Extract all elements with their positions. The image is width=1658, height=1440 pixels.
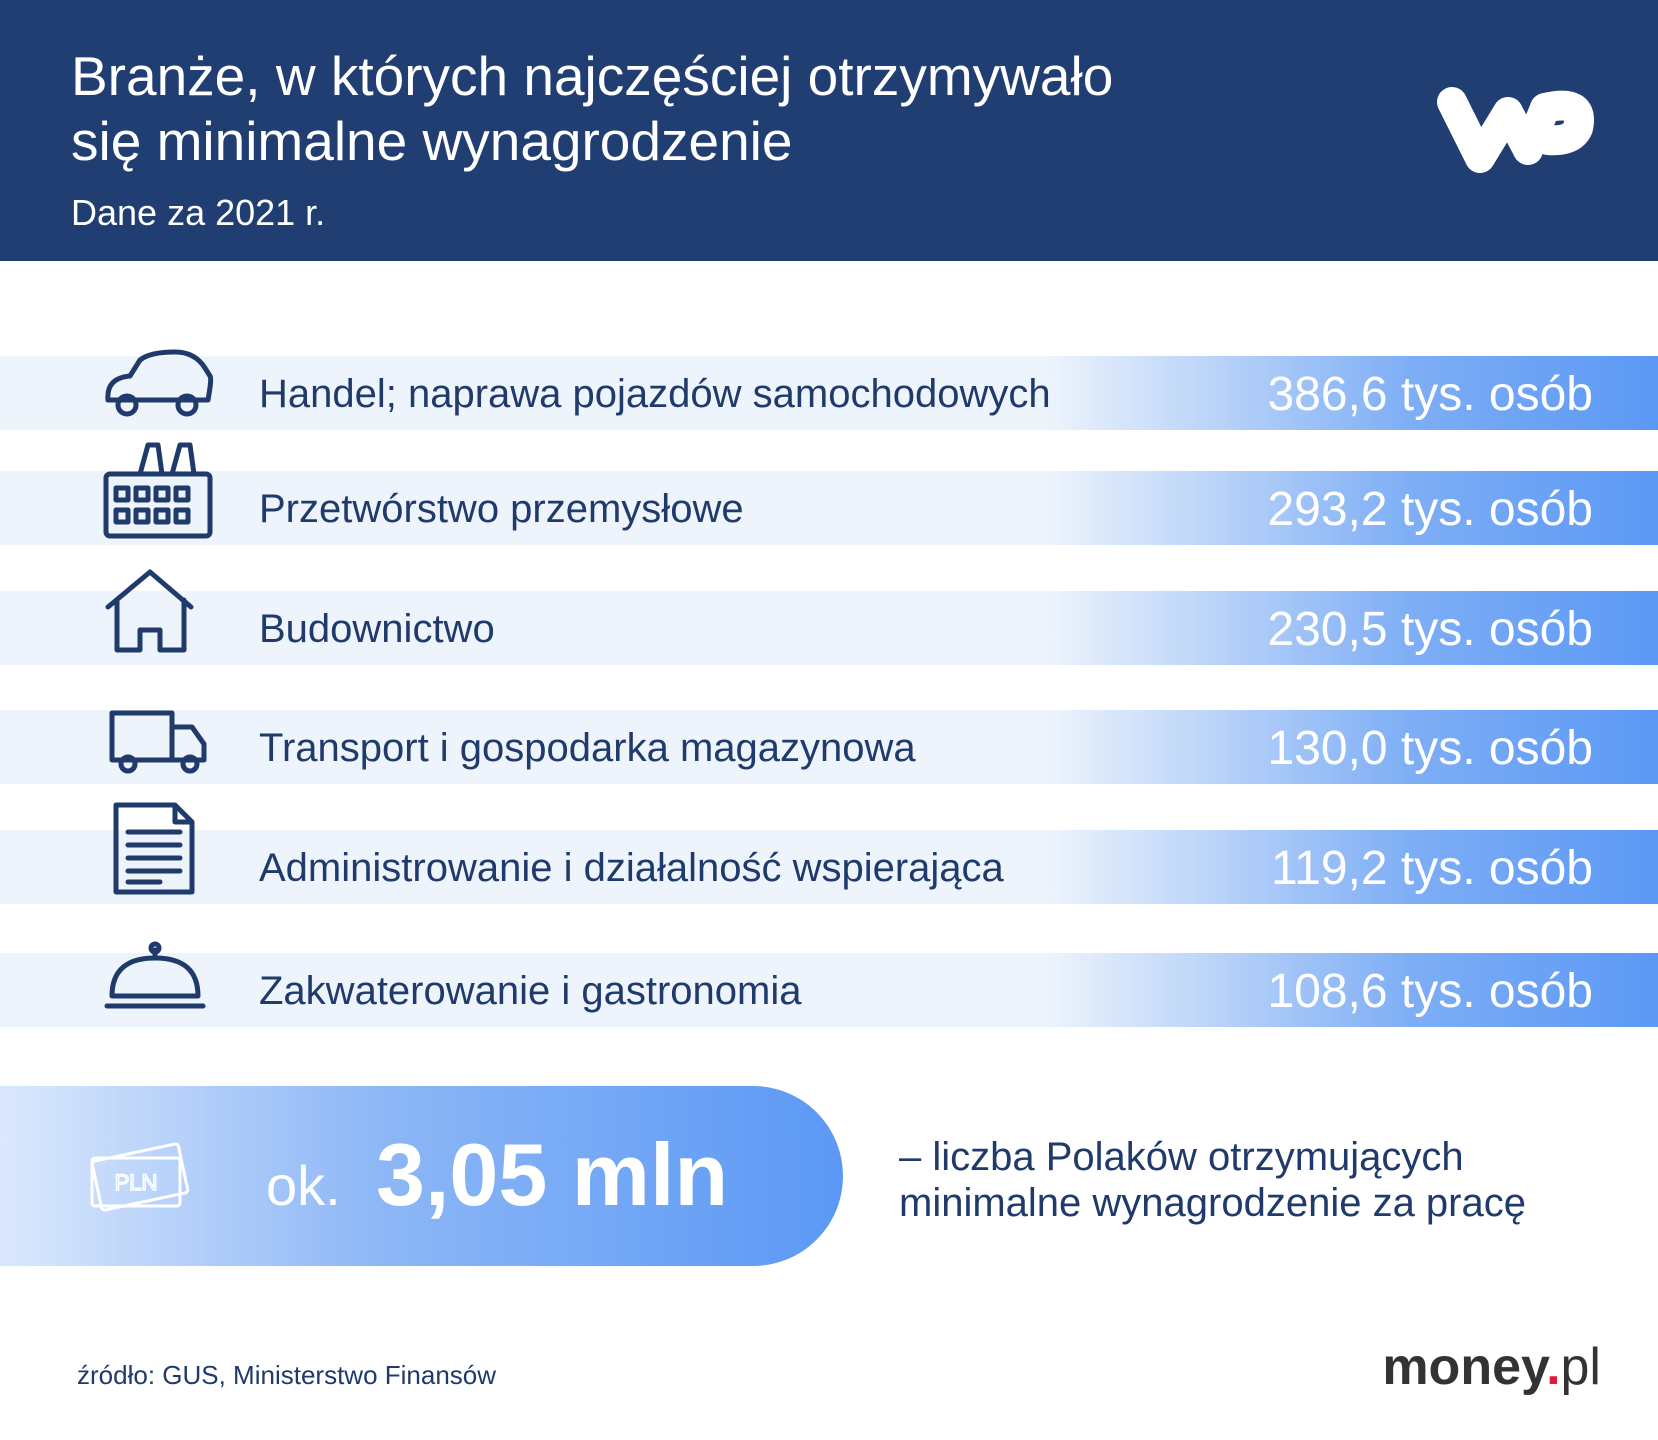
summary-pill: [0, 1086, 843, 1266]
row-value: 386,6 tys. osób: [1267, 368, 1593, 421]
wp-logo: [1437, 87, 1594, 173]
header-band: [0, 0, 1658, 261]
row-band: [0, 953, 1658, 1027]
subtitle: Dane za 2021 r.: [71, 192, 325, 233]
truck-icon: [109, 710, 207, 774]
row-value: 108,6 tys. osób: [1267, 965, 1593, 1018]
row-band: [0, 710, 1658, 784]
source: źródło: GUS, Ministerstwo Finansów: [77, 1360, 496, 1390]
row-value: 293,2 tys. osób: [1267, 483, 1593, 536]
banknote-icon: PLN: [90, 1142, 190, 1212]
title-line: się minimalne wynagrodzenie: [71, 110, 792, 172]
row-band: [0, 356, 1658, 430]
brand-dot: .: [1546, 1338, 1560, 1396]
summary-value: 3,05 mln: [376, 1125, 728, 1224]
row-band: [0, 830, 1658, 904]
summary-description: – liczba Polaków otrzymujących: [899, 1135, 1464, 1179]
row-value: 119,2 tys. osób: [1271, 842, 1593, 895]
row-label: Administrowanie i działalność wspierając…: [259, 846, 1005, 890]
summary-prefix: ok.: [266, 1154, 341, 1217]
house-icon: [105, 569, 194, 653]
cloche-icon: [104, 941, 206, 1009]
title-line: Branże, w których najczęściej otrzymywał…: [71, 45, 1113, 107]
factory-icon: [103, 442, 213, 539]
brand-name: money: [1382, 1338, 1550, 1396]
document-icon: [113, 802, 195, 895]
row-band: [0, 591, 1658, 665]
row-value: 130,0 tys. osób: [1267, 722, 1593, 775]
brand-tld: pl: [1561, 1338, 1601, 1396]
row-label: Budownictwo: [259, 607, 495, 651]
row-value: 230,5 tys. osób: [1267, 603, 1593, 656]
summary-description: minimalne wynagrodzenie za pracę: [899, 1181, 1526, 1225]
banknote-label: PLN: [115, 1170, 158, 1195]
car-icon: [105, 349, 214, 417]
row-label: Transport i gospodarka magazynowa: [259, 726, 916, 770]
row-label: Zakwaterowanie i gastronomia: [259, 969, 802, 1013]
row-label: Przetwórstwo przemysłowe: [259, 487, 744, 531]
row-band: [0, 471, 1658, 545]
brand: money.pl: [1382, 1338, 1601, 1396]
rows: Handel; naprawa pojazdów samochodowych 38…: [0, 356, 1658, 1027]
row-label: Handel; naprawa pojazdów samochodowych: [259, 372, 1051, 416]
